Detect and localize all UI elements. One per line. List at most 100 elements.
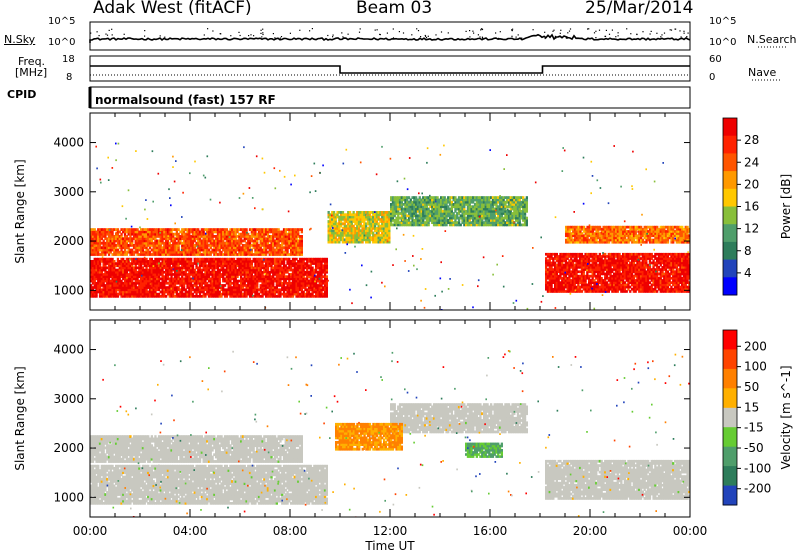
power-cell (300, 239, 303, 243)
power-cell (261, 281, 264, 285)
power-cell (211, 235, 214, 238)
power-cell (381, 224, 384, 228)
power-cell (348, 227, 352, 230)
power-cell (415, 196, 418, 199)
power-cell (456, 198, 459, 202)
power-cell (407, 221, 411, 224)
power-cell (277, 295, 280, 298)
power-cell (132, 290, 136, 294)
power-cell (156, 286, 159, 289)
power-cell (145, 235, 148, 238)
power-cell (204, 292, 207, 296)
power-cell (90, 273, 93, 276)
power-cell (236, 253, 239, 256)
power-cell (163, 281, 166, 285)
power-cell (118, 239, 121, 243)
power-cell (209, 290, 212, 294)
power-cell (513, 212, 516, 215)
power-cell (240, 286, 243, 289)
power-cell (177, 253, 180, 256)
power-cell (448, 209, 452, 213)
power-cell (422, 207, 425, 211)
power-cell (297, 250, 300, 254)
power-cell (377, 215, 380, 219)
power-cell (434, 216, 437, 220)
power-cell (154, 262, 157, 265)
power-cell (290, 281, 293, 285)
power-cell (231, 281, 234, 285)
power-cell (170, 268, 173, 272)
power-cell (188, 288, 191, 292)
power-cell (157, 266, 161, 270)
power-cell (445, 223, 448, 227)
power-cell (173, 286, 177, 289)
power-cell (218, 257, 221, 261)
power-cell (250, 244, 253, 247)
power-cell (515, 203, 518, 206)
power-cell (206, 275, 209, 278)
nsky-dot (544, 37, 546, 40)
power-cell (123, 246, 127, 250)
power-cell (191, 253, 195, 256)
power-cell (348, 211, 352, 214)
power-cell (216, 288, 220, 292)
power-cell (218, 253, 221, 256)
power-cell (90, 232, 93, 236)
power-cell (361, 238, 364, 242)
power-cell (145, 260, 148, 263)
power-cell (129, 284, 132, 287)
power-cell (282, 277, 286, 281)
power-cell (372, 215, 375, 219)
power-cell (261, 262, 264, 265)
power-cell (109, 290, 112, 294)
power-cell (290, 248, 293, 252)
power-cell (307, 286, 311, 289)
power-cell (515, 219, 518, 222)
power-cell (243, 248, 246, 252)
power-cell (327, 213, 330, 217)
power-cell (243, 246, 246, 250)
power-cell (122, 292, 125, 296)
power-cell (197, 246, 200, 250)
power-cell (302, 292, 305, 296)
power-cell (107, 281, 111, 285)
power-cell (206, 241, 209, 245)
power-cell (240, 279, 243, 283)
power-cell (318, 275, 321, 278)
power-cell (143, 295, 146, 298)
power-cell (379, 233, 382, 237)
power-cell (382, 231, 386, 235)
power-cell (147, 250, 150, 254)
power-cell (91, 248, 95, 252)
power-cell (300, 260, 303, 263)
power-cell (266, 228, 270, 231)
power-cell (338, 240, 341, 244)
power-cell (182, 235, 186, 238)
power-cell (331, 231, 334, 235)
power-cell (302, 262, 305, 265)
power-cell (109, 239, 112, 243)
power-cell (152, 232, 155, 236)
power-cell (198, 281, 202, 285)
power-cell (472, 198, 475, 202)
power-cell (322, 260, 325, 263)
power-cell (266, 264, 270, 268)
power-cell (132, 275, 136, 278)
power-cell (470, 198, 473, 202)
power-cell (116, 244, 120, 247)
power-cell (225, 253, 228, 256)
power-cell (111, 262, 114, 265)
power-cell (141, 281, 145, 285)
power-cell (141, 288, 145, 292)
power-cell (127, 290, 130, 294)
power-cell (479, 214, 482, 218)
power-cell (391, 200, 395, 204)
power-cell (118, 246, 121, 250)
power-cell (166, 260, 170, 263)
power-cell (125, 284, 128, 287)
power-cell (423, 207, 427, 211)
power-cell (275, 257, 278, 261)
power-cell (500, 196, 503, 199)
power-cell (207, 277, 211, 281)
power-cell (136, 230, 139, 234)
